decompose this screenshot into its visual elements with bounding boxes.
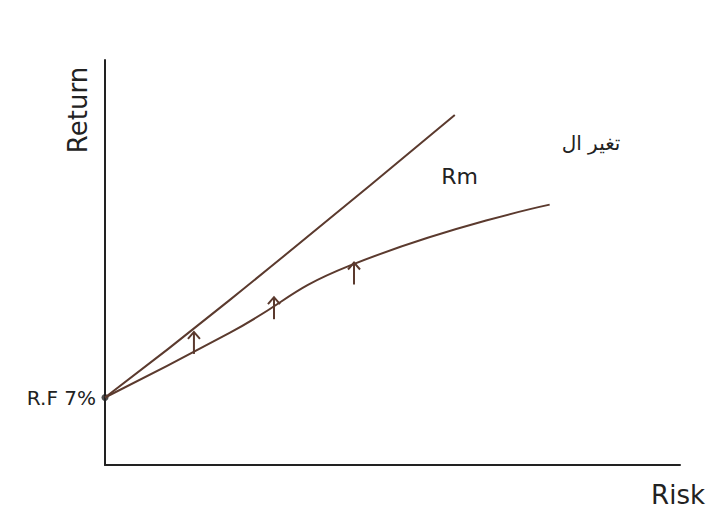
svg-text:Rm: Rm: [441, 164, 478, 189]
svg-text:تغير ال: تغير ال: [562, 131, 621, 155]
svg-text:Return: Return: [63, 67, 93, 153]
svg-text:R.F 7%: R.F 7%: [27, 386, 96, 410]
svg-text:Risk: Risk: [651, 480, 705, 510]
